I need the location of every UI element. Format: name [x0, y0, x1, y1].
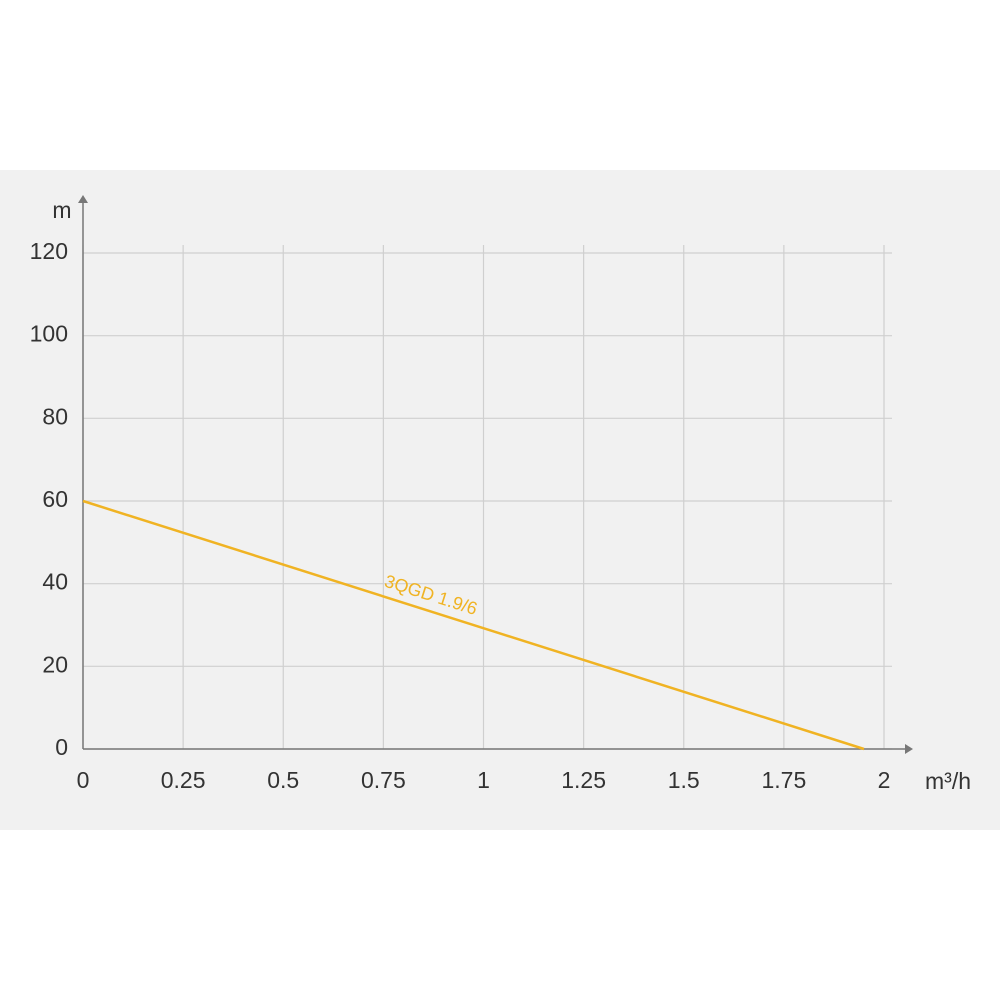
x-tick-label: 0.25 — [161, 767, 206, 793]
y-tick-label: 40 — [42, 569, 68, 595]
y-axis-arrow — [78, 195, 88, 203]
x-tick-label: 1.5 — [668, 767, 700, 793]
x-axis-label: m³/h — [925, 768, 971, 794]
grid — [82, 245, 892, 750]
y-axis-label: m — [52, 197, 71, 223]
x-axis-arrow — [905, 744, 913, 754]
y-tick-label: 20 — [42, 651, 68, 677]
x-tick-label: 1.75 — [761, 767, 806, 793]
y-tick-label: 60 — [42, 486, 68, 512]
chart-background — [0, 170, 1000, 830]
y-tick-label: 100 — [30, 321, 68, 347]
x-tick-label: 1.25 — [561, 767, 606, 793]
y-tick-label: 80 — [42, 403, 68, 429]
x-tick-label: 0.75 — [361, 767, 406, 793]
y-tick-label: 120 — [30, 238, 68, 264]
x-tick-label: 1 — [477, 767, 490, 793]
x-tick-label: 2 — [878, 767, 891, 793]
x-tick-label: 0 — [77, 767, 90, 793]
x-tick-label: 0.5 — [267, 767, 299, 793]
series-line — [82, 499, 865, 751]
y-tick-label: 0 — [55, 734, 68, 760]
